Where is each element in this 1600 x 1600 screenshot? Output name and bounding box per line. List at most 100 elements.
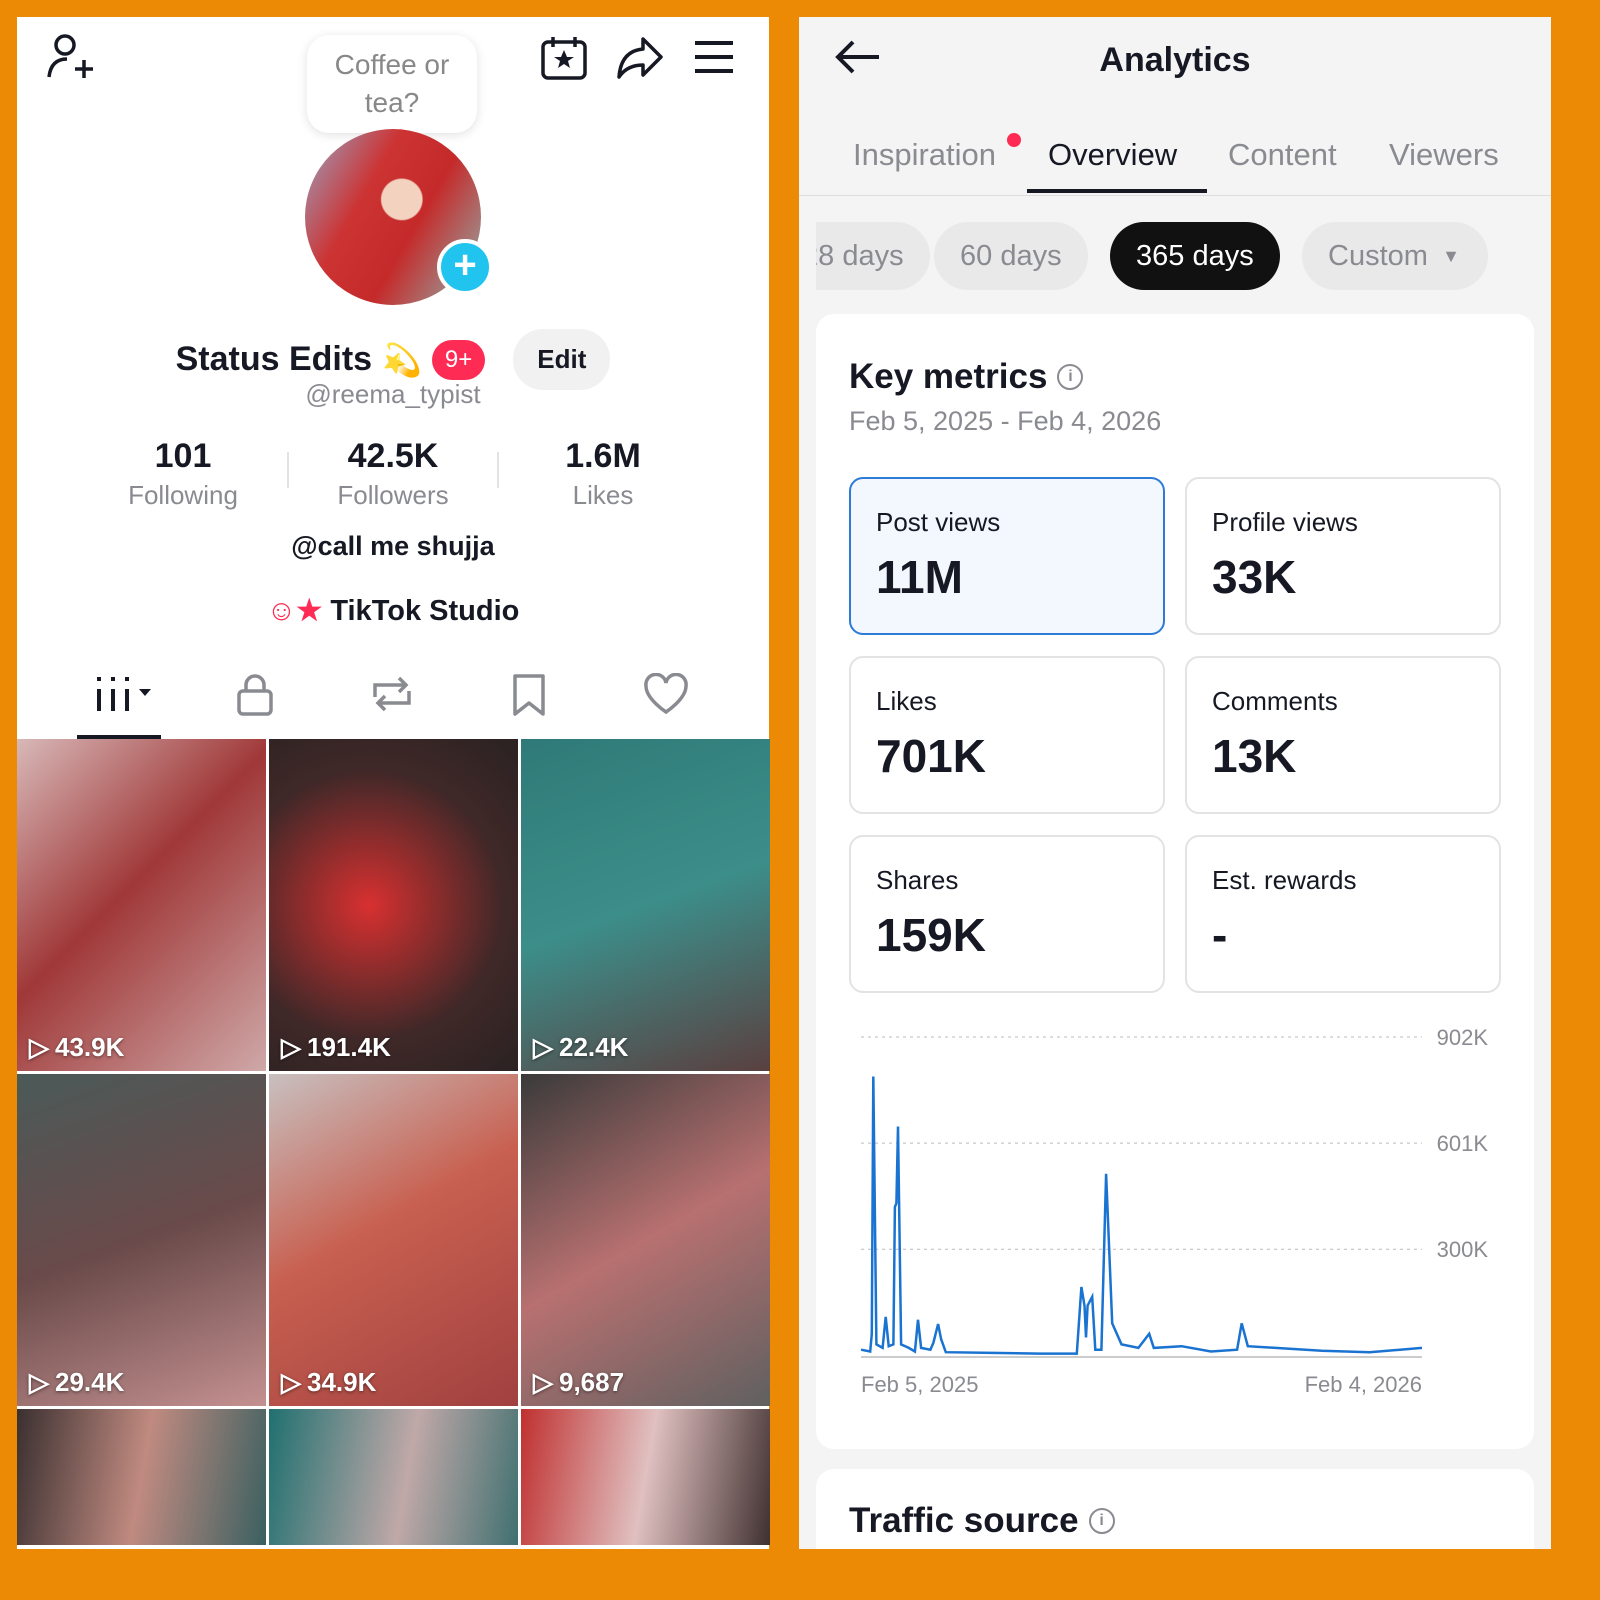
x-tick-label: Feb 4, 2026 — [1305, 1372, 1422, 1397]
view-count: 22.4K — [559, 1032, 629, 1062]
add-story-button[interactable]: + — [437, 239, 493, 295]
play-icon: ▷ — [29, 1367, 49, 1397]
play-icon: ▷ — [533, 1032, 553, 1062]
calendar-star-icon[interactable] — [540, 35, 588, 81]
video-thumbnail[interactable] — [521, 1409, 770, 1545]
section-title: Traffic source — [849, 1501, 1079, 1540]
video-thumbnail[interactable]: ▷ 29.4K — [17, 1074, 266, 1406]
stat-value: 1.6M — [565, 437, 641, 475]
metric-post-views[interactable]: Post views 11M — [849, 477, 1165, 635]
dropdown-caret-icon: ▼ — [1442, 246, 1460, 266]
metric-value: 33K — [1212, 551, 1297, 603]
view-count: 191.4K — [307, 1032, 391, 1062]
video-thumbnail[interactable]: ▷ 43.9K — [17, 739, 266, 1071]
y-tick-label: 300K — [1437, 1237, 1489, 1262]
play-icon: ▷ — [281, 1032, 301, 1062]
range-28-days[interactable]: 28 days — [816, 222, 930, 290]
info-icon[interactable]: i — [1088, 1508, 1115, 1534]
stat-label: Likes — [572, 480, 634, 510]
tab-inspiration[interactable]: Inspiration — [853, 137, 997, 172]
share-icon[interactable] — [615, 35, 665, 81]
dizzy-emoji: 💫 — [382, 341, 422, 378]
metric-value: - — [1212, 909, 1228, 961]
info-icon[interactable]: i — [1057, 364, 1084, 390]
video-thumbnail[interactable]: ▷ 191.4K — [269, 739, 518, 1071]
analytics-screen: Analytics Inspiration Overview Content V… — [799, 17, 1551, 1549]
edit-button[interactable]: Edit — [513, 329, 611, 390]
section-title: Key metrics — [849, 357, 1048, 396]
metric-label: Est. rewards — [1212, 865, 1357, 895]
active-tab-indicator — [77, 735, 161, 739]
y-tick-label: 902K — [1437, 1025, 1489, 1050]
view-count: 29.4K — [55, 1367, 125, 1397]
metric-value: 11M — [876, 551, 963, 603]
play-icon: ▷ — [29, 1032, 49, 1062]
range-60-days[interactable]: 60 days — [934, 222, 1088, 290]
play-icon: ▷ — [281, 1367, 301, 1397]
metric-value: 159K — [876, 909, 986, 961]
view-count: 9,687 — [559, 1367, 625, 1397]
metric-est-rewards[interactable]: Est. rewards - — [1185, 835, 1501, 993]
metric-label: Post views — [876, 507, 1001, 537]
active-tab-indicator — [1027, 189, 1207, 193]
range-365-days[interactable]: 365 days — [1110, 222, 1280, 290]
tab-content[interactable]: Content — [1228, 137, 1337, 172]
metric-label: Likes — [876, 686, 937, 716]
studio-label: TikTok Studio — [330, 595, 520, 627]
stat-value: 101 — [154, 437, 212, 475]
date-range: Feb 5, 2025 - Feb 4, 2026 — [849, 406, 1162, 436]
traffic-source-card: Traffic source i — [816, 1469, 1534, 1549]
username: @reema_typist — [305, 379, 481, 409]
tiktok-studio-link[interactable]: ☺★ TikTok Studio — [17, 593, 769, 628]
metric-comments[interactable]: Comments 13K — [1185, 656, 1501, 814]
profile-note-bubble[interactable]: Coffee or tea? — [307, 35, 477, 133]
profile-name-row: Status Edits 💫 9+ Edit — [17, 329, 769, 390]
metric-shares[interactable]: Shares 159K — [849, 835, 1165, 993]
repost-icon[interactable] — [369, 673, 415, 720]
add-friend-icon[interactable] — [45, 33, 99, 83]
post-views-chart[interactable]: 300K 601K 902K Feb 5, 2025 Feb 4, 2026 — [816, 1014, 1534, 1424]
metric-likes[interactable]: Likes 701K — [849, 656, 1165, 814]
range-custom[interactable]: Custom ▼ — [1302, 222, 1488, 290]
divider — [287, 452, 289, 488]
view-count: 34.9K — [307, 1367, 377, 1397]
video-thumbnail[interactable] — [17, 1409, 266, 1545]
stat-label: Following — [128, 480, 238, 510]
tab-videos[interactable] — [95, 673, 157, 720]
metric-value: 13K — [1212, 730, 1297, 782]
video-grid: ▷ 43.9K ▷ 191.4K ▷ 22.4K ▷ 29.4K ▷ 34.9K ▷ 9,6… — [17, 739, 770, 1545]
bookmark-icon[interactable] — [511, 673, 547, 722]
display-name: Status Edits — [175, 340, 373, 378]
heart-icon[interactable] — [643, 672, 689, 720]
stat-value: 42.5K — [347, 437, 439, 475]
tab-overview[interactable]: Overview — [1048, 137, 1178, 172]
tab-viewers[interactable]: Viewers — [1389, 137, 1499, 172]
creator-star-icon: ☺★ — [266, 595, 323, 627]
lock-icon[interactable] — [235, 673, 275, 722]
custom-label: Custom — [1328, 240, 1428, 272]
video-thumbnail[interactable] — [269, 1409, 518, 1545]
stat-following[interactable]: 101 Following — [83, 437, 283, 511]
series-line — [860, 1076, 1423, 1355]
profile-screen: Coffee or tea? + Status Edits 💫 9+ Edit … — [17, 17, 770, 1549]
stat-label: Followers — [337, 480, 449, 510]
stat-followers[interactable]: 42.5K Followers — [293, 437, 493, 511]
metric-label: Shares — [876, 865, 959, 895]
y-tick-label: 601K — [1437, 1131, 1489, 1156]
video-thumbnail[interactable]: ▷ 34.9K — [269, 1074, 518, 1406]
notification-badge[interactable]: 9+ — [431, 339, 486, 380]
analytics-tabs: Inspiration Overview Content Viewers — [799, 133, 1551, 197]
back-arrow-icon[interactable] — [835, 39, 881, 75]
divider — [497, 452, 499, 488]
metric-label: Comments — [1212, 686, 1338, 716]
metric-profile-views[interactable]: Profile views 33K — [1185, 477, 1501, 635]
metric-value: 701K — [876, 730, 986, 782]
divider — [799, 195, 1551, 196]
video-thumbnail[interactable]: ▷ 22.4K — [521, 739, 770, 1071]
x-tick-label: Feb 5, 2025 — [861, 1372, 978, 1397]
menu-icon[interactable] — [693, 39, 735, 75]
stat-likes[interactable]: 1.6M Likes — [503, 437, 703, 511]
bio: @call me shujja — [291, 531, 495, 561]
video-thumbnail[interactable]: ▷ 9,687 — [521, 1074, 770, 1406]
play-icon: ▷ — [533, 1367, 553, 1397]
